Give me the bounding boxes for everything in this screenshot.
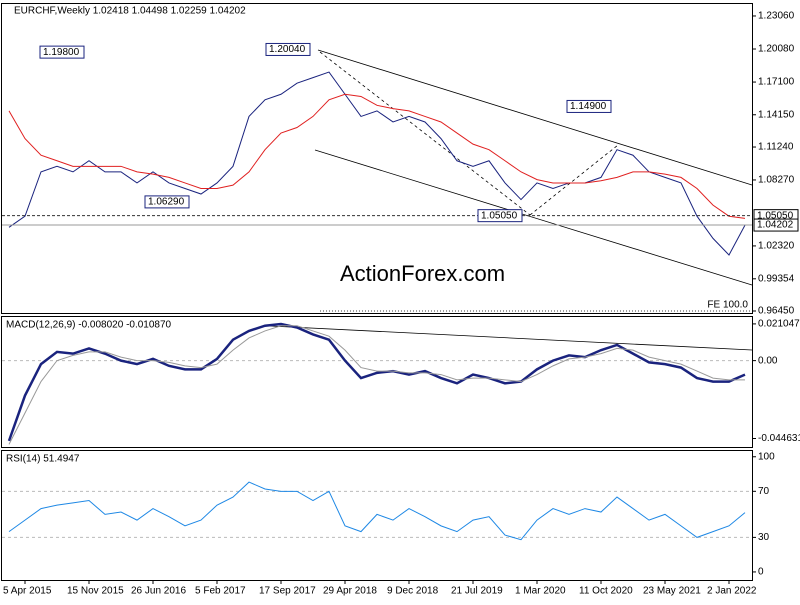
price-panel — [1, 3, 753, 314]
series-line — [8, 71, 746, 256]
x-tick-label: 21 Jul 2019 — [451, 586, 503, 597]
x-tick-label: 11 Oct 2020 — [579, 586, 633, 597]
y-tick-label: 0.021047 — [758, 319, 800, 330]
x-tick-label: 17 Sep 2017 — [259, 586, 316, 597]
price-title: EURCHF,Weekly 1.02418 1.04498 1.02259 1.… — [14, 6, 246, 17]
series-line — [7, 322, 746, 442]
x-tick-label: 29 Apr 2018 — [323, 586, 377, 597]
watermark: ActionForex.com — [340, 261, 505, 286]
x-tick-label: 1 Mar 2020 — [515, 586, 566, 597]
y-tick-label: 0.96450 — [758, 306, 795, 317]
x-tick-label: 26 Jun 2016 — [131, 586, 186, 597]
annotation-label: 1.05050 — [481, 210, 518, 221]
price-box — [753, 218, 799, 232]
annotation-label: 1.20040 — [269, 44, 306, 55]
projection-line — [319, 51, 531, 216]
rsi-title: RSI(14) 51.4947 — [6, 454, 80, 465]
y-tick-label: 30 — [758, 532, 770, 543]
price-label: 1.05050 — [757, 210, 794, 221]
y-tick-label: 1.20080 — [758, 44, 795, 55]
y-tick-label: 0.99354 — [758, 273, 795, 284]
y-tick-label: 1.02320 — [758, 241, 795, 252]
y-tick-label: 70 — [758, 486, 770, 497]
annotation-box — [39, 45, 85, 59]
y-tick-label: 0.00 — [758, 355, 778, 366]
x-tick-label: 5 Apr 2015 — [3, 586, 52, 597]
macd-trendline — [269, 325, 753, 351]
price-label: 1.04202 — [757, 220, 794, 231]
annotation-box — [477, 209, 523, 223]
y-tick-label: 100 — [758, 451, 775, 462]
annotation-label: 1.14900 — [570, 101, 607, 112]
y-tick-label: 1.08270 — [758, 175, 795, 186]
annotation-box — [265, 42, 311, 56]
channel-upper — [317, 49, 753, 186]
rsi-panel — [1, 450, 753, 581]
annotation-label: 1.19800 — [43, 47, 80, 58]
x-tick-label: 5 Feb 2017 — [195, 586, 246, 597]
annotation-label: 1.06290 — [148, 197, 185, 208]
series-line — [8, 325, 745, 445]
x-tick-label: 2 Jan 2022 — [707, 586, 757, 597]
x-tick-label: 9 Dec 2018 — [387, 586, 439, 597]
projection-line — [529, 144, 619, 216]
y-tick-label: -0.044631 — [758, 433, 800, 444]
y-tick-label: 1.14150 — [758, 109, 795, 120]
y-tick-label: 0 — [758, 567, 764, 578]
series-line — [8, 481, 746, 541]
y-tick-label: 1.11240 — [758, 142, 794, 153]
series-line — [8, 93, 746, 219]
macd-title: MACD(12,26,9) -0.008020 -0.010870 — [6, 320, 172, 331]
macd-panel — [1, 316, 753, 448]
y-tick-label: 1.23060 — [758, 11, 795, 22]
x-tick-label: 15 Nov 2015 — [67, 586, 124, 597]
fe-label: FE 100.0 — [707, 300, 748, 311]
annotation-box — [144, 195, 190, 209]
x-tick-label: 23 May 2021 — [643, 586, 701, 597]
y-tick-label: 1.17100 — [758, 77, 795, 88]
channel-lower — [314, 149, 753, 286]
annotation-box — [566, 99, 612, 113]
